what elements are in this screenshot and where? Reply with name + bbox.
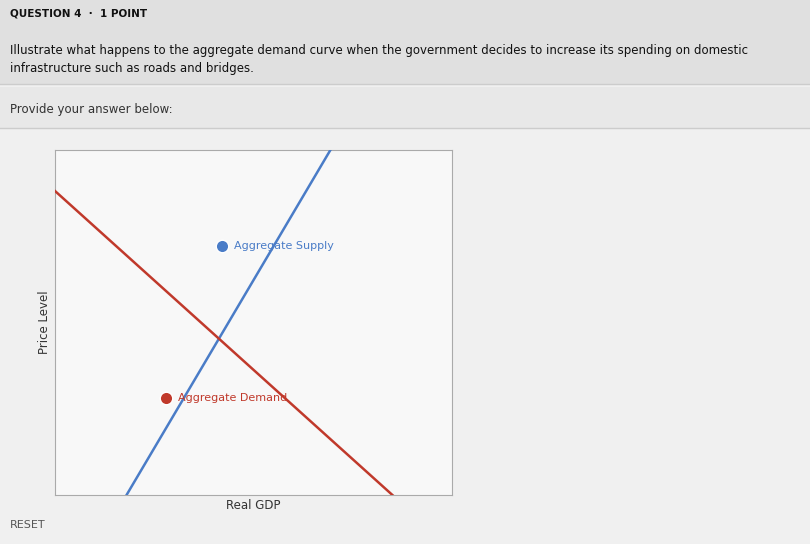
Y-axis label: Price Level: Price Level xyxy=(38,290,51,354)
Text: RESET: RESET xyxy=(10,521,45,530)
Text: Aggregate Supply: Aggregate Supply xyxy=(234,242,334,251)
X-axis label: Real GDP: Real GDP xyxy=(226,499,281,512)
Text: Provide your answer below:: Provide your answer below: xyxy=(10,103,173,116)
Text: Illustrate what happens to the aggregate demand curve when the government decide: Illustrate what happens to the aggregate… xyxy=(10,44,748,75)
Text: Aggregate Demand: Aggregate Demand xyxy=(178,393,288,403)
Text: QUESTION 4  ·  1 POINT: QUESTION 4 · 1 POINT xyxy=(10,8,147,18)
